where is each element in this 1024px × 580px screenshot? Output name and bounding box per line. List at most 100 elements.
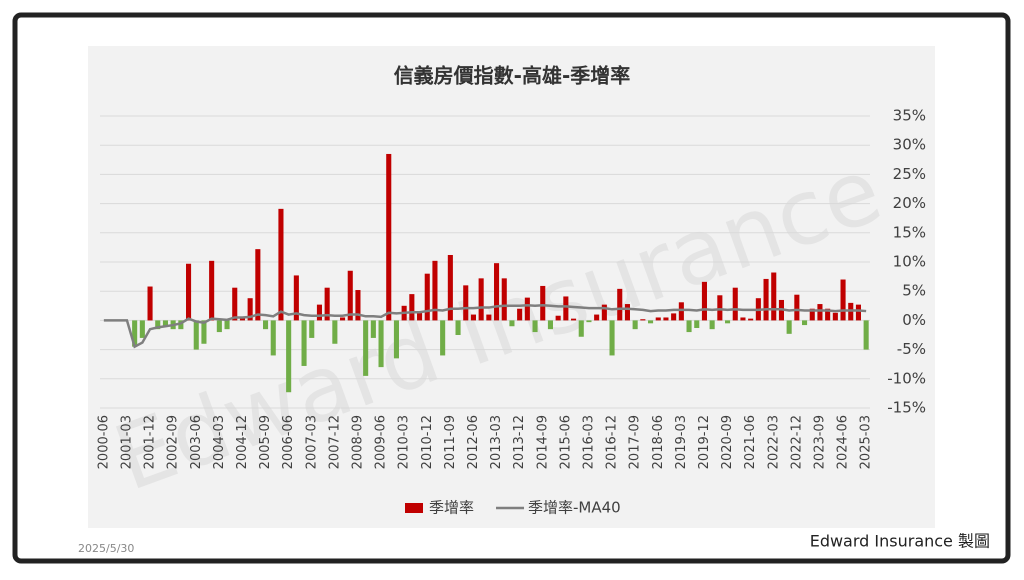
bar: [309, 320, 315, 338]
y-tick-label: 35%: [893, 107, 926, 125]
x-tick-label: 2002-09: [166, 415, 181, 469]
plot-background: [88, 46, 935, 528]
bar: [378, 320, 384, 368]
bar: [347, 270, 353, 321]
bar: [632, 320, 638, 330]
plot: -15% -10% -5% 0% 5% 10% 15% 20% 25% 30% 35% 2000-06…: [96, 107, 926, 517]
x-tick-label: 2010-12: [420, 415, 435, 469]
bar: [763, 278, 769, 321]
bar: [286, 320, 292, 393]
bar: [594, 314, 600, 321]
bar: [678, 302, 684, 321]
x-tick-label: 2014-09: [535, 415, 550, 469]
bar: [409, 294, 415, 321]
bar: [340, 317, 346, 321]
y-tick-label: -15%: [887, 399, 926, 417]
x-tick-label: 2022-12: [789, 415, 804, 469]
bar: [263, 320, 269, 330]
bar: [578, 320, 584, 337]
x-tick-label: 2013-03: [489, 415, 504, 469]
bar: [540, 285, 546, 321]
y-tick-label: 15%: [893, 223, 926, 241]
legend-label: 季增率: [429, 499, 474, 517]
bar: [332, 320, 338, 344]
bar: [825, 308, 831, 321]
bar: [517, 308, 523, 321]
bar: [255, 249, 261, 321]
bar: [748, 318, 754, 321]
bar: [209, 260, 215, 321]
bar: [178, 320, 184, 330]
x-tick-label: 2004-03: [212, 415, 227, 469]
bar: [463, 285, 469, 321]
x-tick-label: 2012-06: [466, 415, 481, 469]
x-tick-label: 2001-03: [119, 415, 134, 469]
bar: [794, 294, 800, 321]
bar: [486, 314, 492, 321]
x-tick-label: 2022-03: [766, 415, 781, 469]
x-tick-label: 2023-09: [812, 415, 827, 469]
bar: [832, 312, 838, 321]
x-tick-label: 2000-06: [96, 415, 111, 469]
x-tick-label: 2016-03: [581, 415, 596, 469]
x-tick-label: 2015-06: [558, 415, 573, 469]
bar: [393, 320, 399, 359]
x-tick-label: 2016-12: [605, 415, 620, 469]
x-tick-label: 2007-03: [304, 415, 319, 469]
bar: [524, 297, 530, 321]
bar: [355, 290, 361, 321]
bar: [709, 320, 715, 330]
bar: [432, 260, 438, 321]
bar: [494, 263, 500, 321]
bar: [694, 320, 700, 328]
x-tick-label: 2005-09: [258, 415, 273, 469]
bar: [139, 320, 145, 338]
bar: [817, 304, 823, 321]
bar: [370, 320, 376, 338]
bar: [501, 278, 507, 321]
bar: [601, 304, 607, 321]
bar: [216, 320, 222, 333]
x-tick-label: 2001-12: [143, 415, 158, 469]
bar: [316, 304, 322, 321]
bar: [440, 320, 446, 356]
bar: [624, 304, 630, 321]
x-tick-label: 2020-09: [720, 415, 735, 469]
bar: [717, 295, 723, 321]
bar: [155, 320, 161, 330]
x-tick-label: 2009-06: [374, 415, 389, 469]
y-tick-label: 25%: [893, 165, 926, 183]
bar: [424, 273, 430, 321]
bar: [640, 319, 646, 321]
bar: [247, 298, 253, 321]
bar: [663, 317, 669, 321]
bar: [186, 263, 192, 321]
x-tick-label: 2007-12: [327, 415, 342, 469]
bar: [840, 279, 846, 321]
legend-swatch: [405, 503, 423, 513]
line: [103, 303, 867, 349]
bar: [563, 296, 569, 321]
bar: [278, 208, 284, 321]
x-tick-label: 2013-12: [512, 415, 527, 469]
bar: [239, 317, 245, 321]
bar: [363, 320, 369, 376]
bar: [586, 320, 592, 323]
credit: Edward Insurance 製圖: [810, 532, 990, 551]
date: 2025/5/30: [78, 542, 134, 555]
bar: [555, 315, 561, 321]
bar: [386, 153, 392, 321]
bar: [532, 320, 538, 333]
x-tick-label: 2006-06: [281, 415, 296, 469]
bar: [571, 318, 577, 321]
y-tick-label: -5%: [897, 340, 926, 358]
bar: [725, 320, 731, 324]
bar: [802, 320, 808, 326]
bar: [293, 275, 299, 321]
bar: [470, 314, 476, 321]
legend-label: 季增率-MA40: [528, 499, 621, 517]
bar: [301, 320, 307, 366]
y-tick-label: -10%: [887, 369, 926, 387]
bar: [686, 320, 692, 333]
x-tick-label: 2024-06: [836, 415, 851, 469]
